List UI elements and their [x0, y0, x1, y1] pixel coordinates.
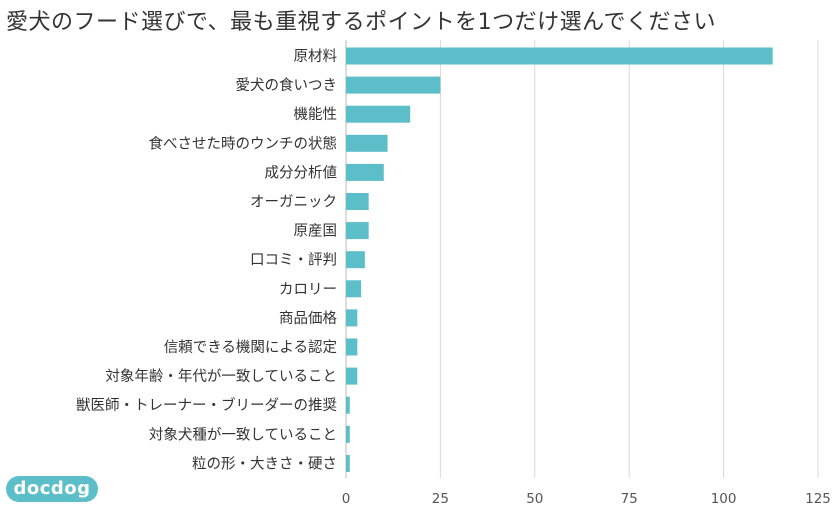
chart-title: 愛犬のフード選びで、最も重視するポイントを1つだけ選んでください: [6, 10, 717, 35]
category-label: 原産国: [294, 223, 338, 240]
x-tick-label: 75: [621, 491, 638, 507]
bar: [346, 47, 773, 65]
category-label: 食べさせた時のウンチの状態: [149, 135, 338, 152]
bar: [346, 222, 369, 240]
category-label: 機能性: [294, 106, 338, 123]
category-label: 成分分析値: [265, 164, 338, 181]
bar: [346, 163, 384, 181]
bar: [346, 454, 350, 472]
category-label: オーガニック: [250, 194, 337, 211]
docdog-logo: docdog: [6, 476, 98, 502]
bar: [346, 425, 350, 443]
category-label: 口コミ・評判: [250, 252, 337, 269]
bar: [346, 396, 350, 414]
category-label: カロリー: [279, 282, 337, 298]
category-label: 信頼できる機関による認定: [164, 339, 337, 356]
x-tick-label: 0: [342, 491, 351, 507]
category-label: 商品価格: [279, 310, 337, 327]
category-label: 対象犬種が一致していること: [149, 426, 337, 443]
bar: [346, 76, 441, 94]
bar: [346, 309, 358, 327]
bar: [346, 251, 365, 269]
bar: [346, 134, 388, 152]
x-tick-label: 50: [526, 491, 543, 507]
category-label: 獣医師・トレーナー・ブリーダーの推奨: [76, 396, 337, 414]
category-label: 粒の形・大きさ・硬さ: [192, 455, 337, 472]
bar: [346, 367, 358, 385]
bar: [346, 280, 362, 298]
x-tick-label: 100: [711, 491, 737, 507]
bar: [346, 338, 358, 356]
category-label: 原材料: [294, 48, 338, 65]
x-tick-label: 125: [805, 491, 831, 507]
bar: [346, 105, 411, 123]
category-label: 対象年齢・年代が一致していること: [105, 368, 337, 385]
bar: [346, 193, 369, 210]
x-tick-label: 25: [432, 491, 449, 507]
category-label: 愛犬の食いつき: [236, 77, 338, 94]
